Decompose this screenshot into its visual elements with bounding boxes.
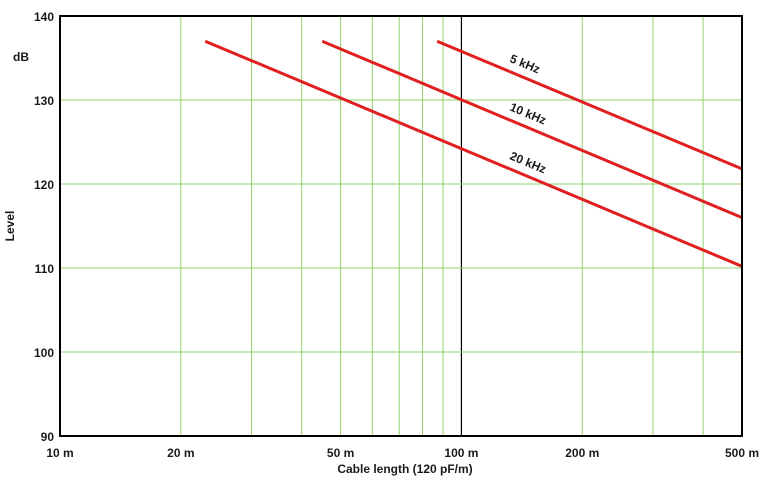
x-tick-label: 50 m — [327, 446, 354, 460]
series-line — [436, 39, 743, 171]
x-tick-label: 100 m — [444, 446, 478, 460]
grid-lines — [60, 16, 742, 436]
x-tick-label: 200 m — [565, 446, 599, 460]
plot-frame — [59, 15, 743, 437]
y-tick-label: 120 — [34, 178, 54, 192]
series-line — [321, 39, 743, 219]
tick-labels: 10 m 20 m 50 m 100 m 200 m 500 m 90 100 110 120 13… — [34, 10, 759, 460]
series-line — [204, 39, 743, 268]
series-lines — [204, 39, 743, 268]
y-tick-label: 130 — [34, 94, 54, 108]
x-tick-label: 10 m — [46, 446, 73, 460]
y-tick-label: 110 — [35, 262, 55, 276]
y-axis-unit: dB — [13, 50, 29, 64]
x-axis-title: Cable length (120 pF/m) — [337, 462, 472, 476]
x-tick-label: 500 m — [725, 446, 759, 460]
x-tick-label: 20 m — [167, 446, 194, 460]
y-axis-title: Level — [3, 211, 17, 242]
y-tick-label: 140 — [34, 10, 54, 24]
y-tick-label: 90 — [41, 430, 55, 444]
y-tick-label: 100 — [34, 346, 54, 360]
